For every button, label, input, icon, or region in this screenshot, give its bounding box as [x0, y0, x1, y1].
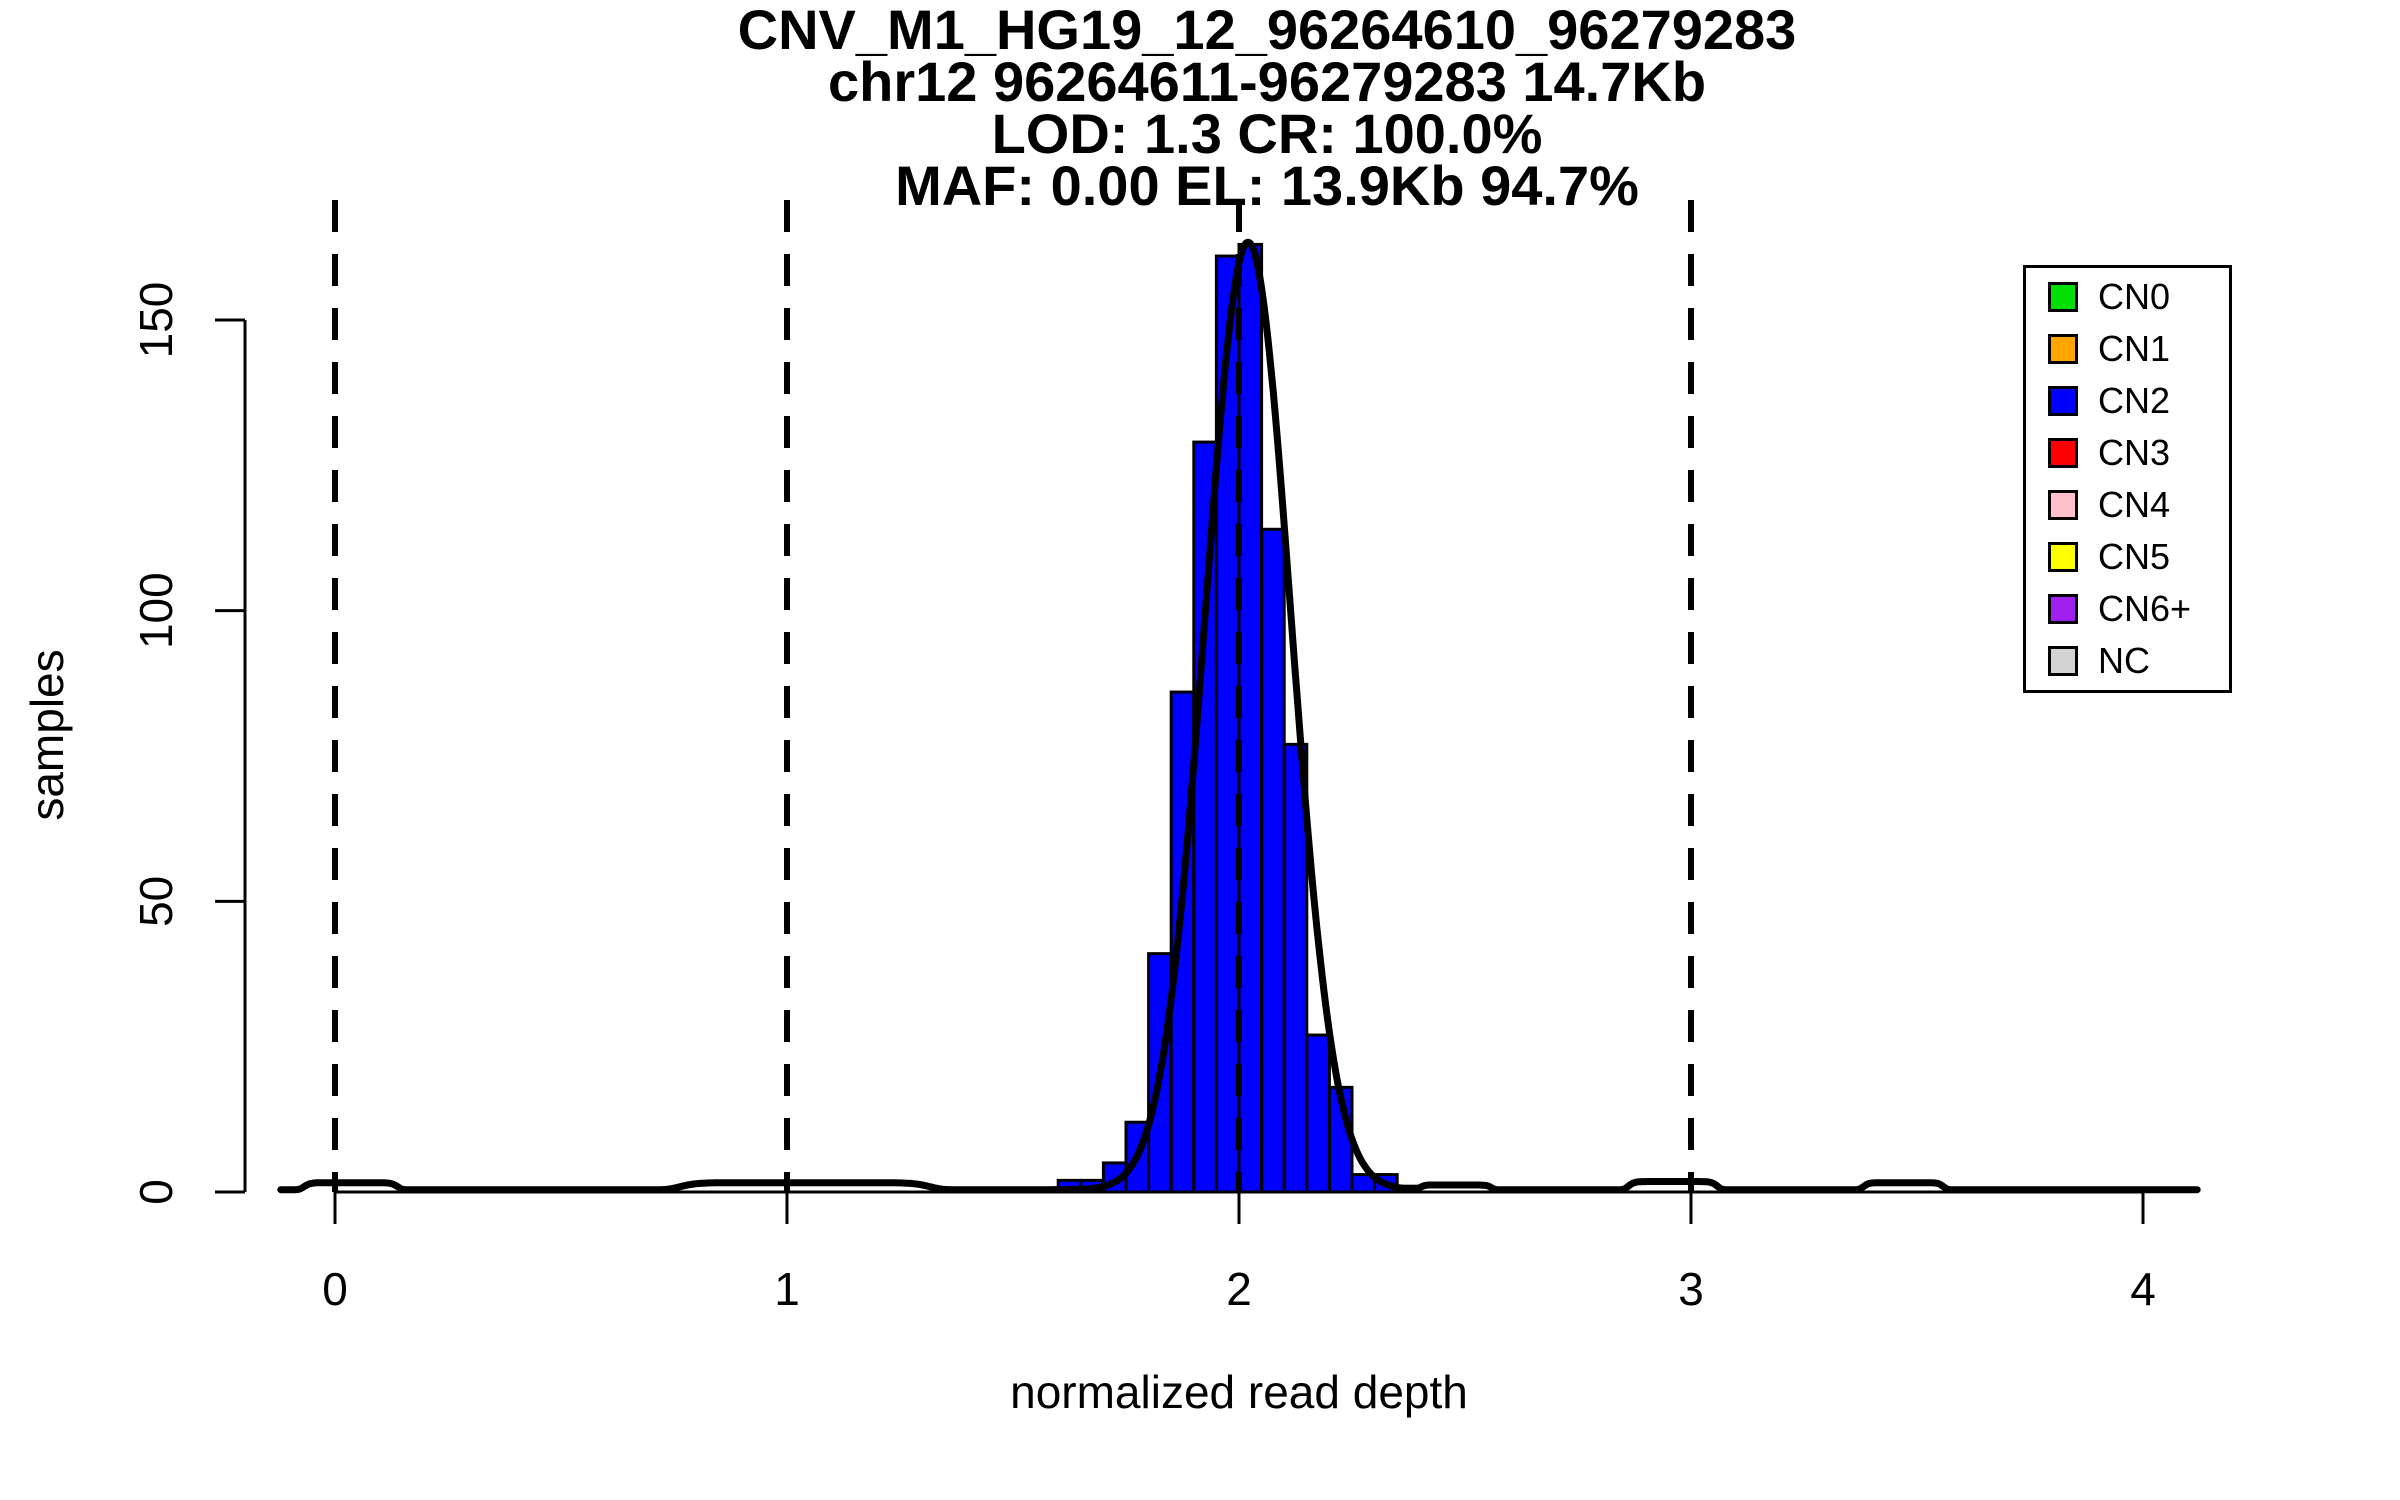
x-tick-label-4: 4	[2130, 1263, 2156, 1315]
legend-label-cn1: CN1	[2098, 328, 2171, 369]
x-tick-label-2: 2	[1226, 1263, 1252, 1315]
legend-row-cn5: CN5	[2048, 534, 2229, 580]
title-line-1: CNV_M1_HG19_12_96264610_96279283	[737, 0, 1797, 61]
legend-label-cn2: CN2	[2098, 380, 2171, 421]
x-tick-label-3: 3	[1678, 1263, 1704, 1315]
title-line-3: LOD: 1.3 CR: 100.0%	[991, 102, 1543, 165]
legend-row-nc: NC	[2048, 638, 2229, 684]
legend-row-cn4: CN4	[2048, 482, 2229, 528]
y-tick-label-100: 100	[130, 572, 182, 649]
legend-row-cn3: CN3	[2048, 430, 2229, 476]
legend-swatch-cn0	[2048, 282, 2078, 312]
legend-label-cn6plus: CN6+	[2098, 588, 2192, 629]
legend-swatch-cn6plus	[2048, 594, 2078, 624]
legend-swatch-cn3	[2048, 438, 2078, 468]
legend-swatch-nc	[2048, 646, 2078, 676]
legend-label-cn5: CN5	[2098, 536, 2171, 577]
legend-swatch-cn5	[2048, 542, 2078, 572]
y-tick-label-0: 0	[130, 1179, 182, 1205]
y-tick-label-50: 50	[130, 876, 182, 927]
legend-label-nc: NC	[2098, 640, 2150, 681]
x-axis-label: normalized read depth	[1010, 1366, 1468, 1418]
legend-row-cn1: CN1	[2048, 326, 2229, 372]
plot-title: CNV_M1_HG19_12_96264610_96279283 chr12 9…	[134, 0, 2400, 217]
legend-swatch-cn4	[2048, 490, 2078, 520]
title-line-4: MAF: 0.00 EL: 13.9Kb 94.7%	[895, 154, 1639, 217]
legend-row-cn6plus: CN6+	[2048, 586, 2229, 632]
legend: CN0 CN1 CN2 CN3 CN4 CN5 CN6+ NC	[2023, 265, 2232, 693]
title-line-2: chr12 96264611-96279283 14.7Kb	[827, 50, 1707, 113]
histogram-bar-9	[1260, 527, 1286, 1194]
histogram-bar-11	[1305, 1033, 1331, 1194]
density-fit-curve	[277, 238, 2201, 1194]
legend-label-cn4: CN4	[2098, 484, 2171, 525]
legend-row-cn2: CN2	[2048, 378, 2229, 424]
x-tick-label-1: 1	[774, 1263, 800, 1315]
legend-label-cn0: CN0	[2098, 276, 2171, 317]
histogram-bar-8	[1237, 242, 1264, 1194]
legend-label-cn3: CN3	[2098, 432, 2171, 473]
x-tick-label-0: 0	[322, 1263, 348, 1315]
legend-swatch-cn2	[2048, 386, 2078, 416]
legend-swatch-cn1	[2048, 334, 2078, 364]
legend-row-cn0: CN0	[2048, 274, 2229, 320]
y-axis-label: samples	[21, 649, 73, 821]
y-tick-label-150: 150	[130, 282, 182, 359]
